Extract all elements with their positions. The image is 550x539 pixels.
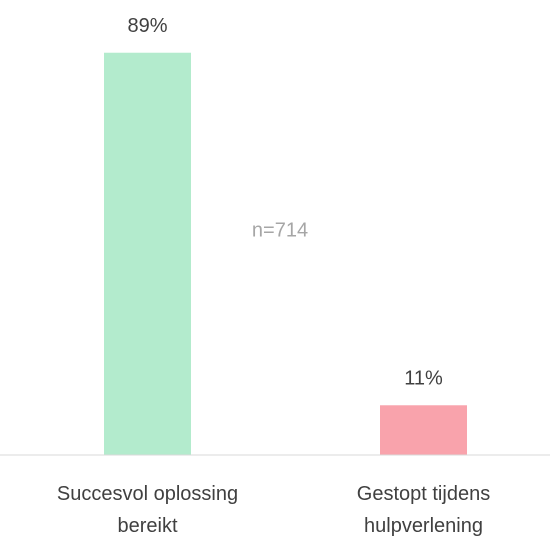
bar [380,405,467,455]
label-line: Gestopt tijdens [357,483,490,505]
annotation: n=714 [252,219,308,241]
label-line: bereikt [117,515,177,537]
data-label: 11% [404,368,443,390]
label-line: Succesvol oplossing [57,483,238,505]
data-label: 89% [127,15,167,37]
x-tick-label: Gestopt tijdens hulpverlening [357,483,490,537]
bar [104,52,191,455]
label-line: hulpverlening [364,515,483,537]
x-tick-label: Succesvol oplossing bereikt [57,483,238,537]
